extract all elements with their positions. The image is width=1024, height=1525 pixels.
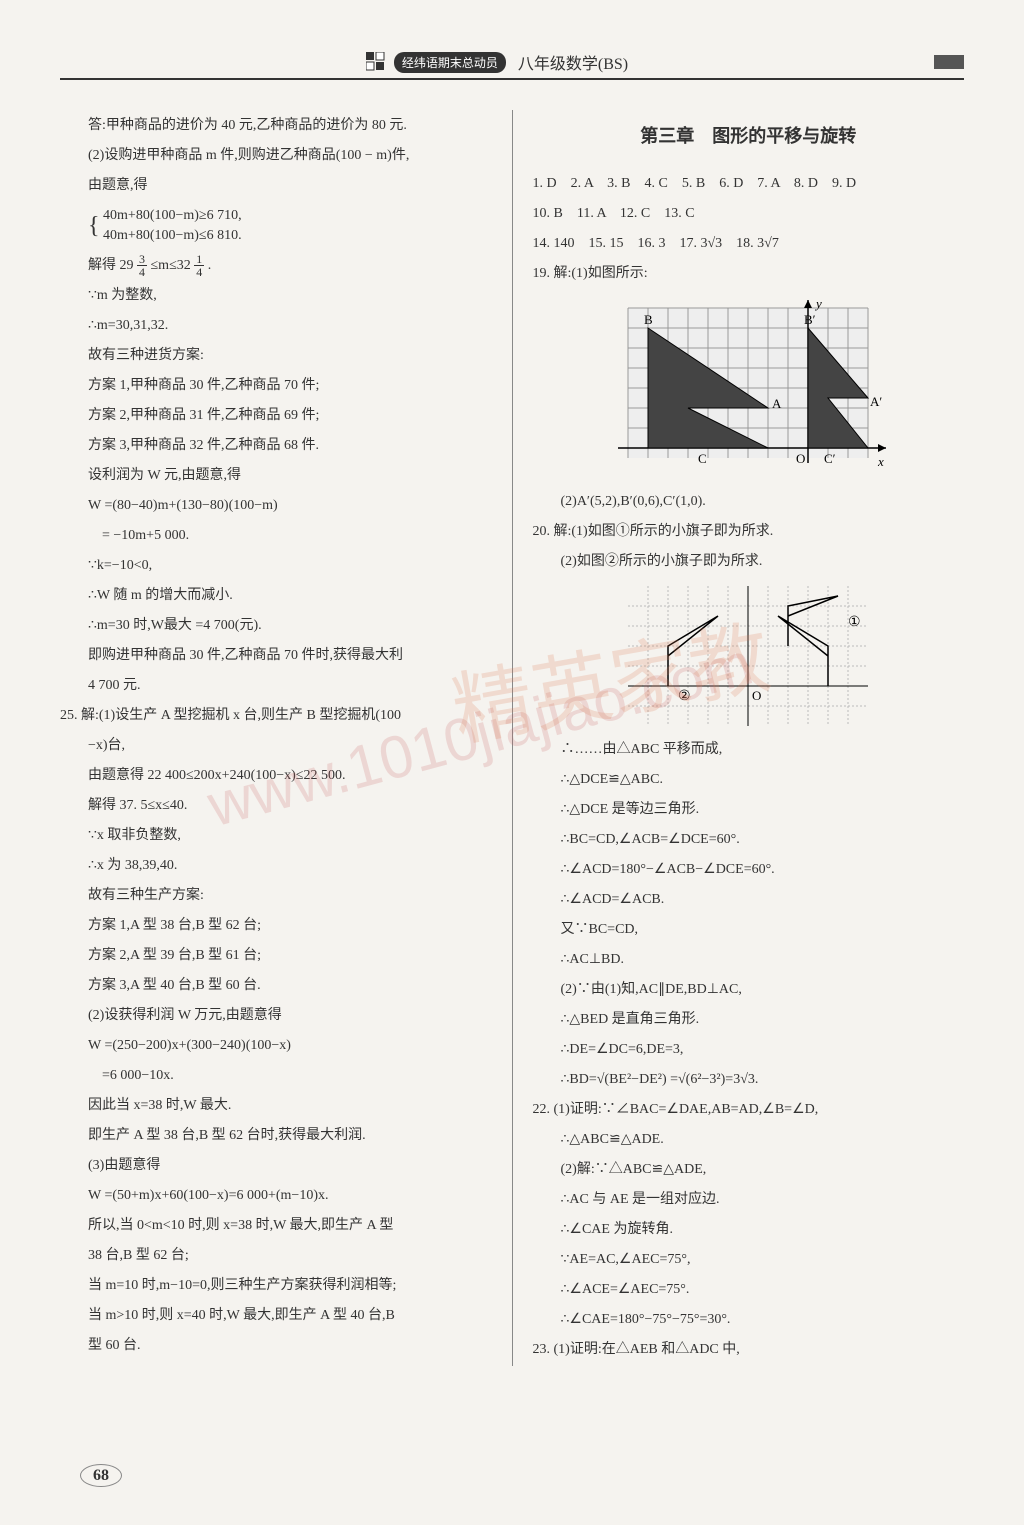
svg-text:②: ②: [678, 689, 691, 704]
text-line: (2)∵由(1)知,AC∥DE,BD⊥AC,: [533, 976, 965, 1004]
text-line: ∵AE=AC,∠AEC=75°,: [533, 1246, 965, 1274]
text-line: (2)设获得利润 W 万元,由题意得: [60, 1002, 492, 1030]
svg-text:B: B: [644, 312, 653, 327]
svg-text:C: C: [698, 451, 707, 466]
text-line: 方案 2,A 型 39 台,B 型 61 台;: [60, 942, 492, 970]
text-line: ∴W 随 m 的增大而减小.: [60, 582, 492, 610]
text-line: 当 m>10 时,则 x=40 时,W 最大,即生产 A 型 40 台,B: [60, 1302, 492, 1330]
text-line: 19. 解:(1)如图所示:: [533, 260, 965, 288]
text-line: ∴△BED 是直角三角形.: [533, 1006, 965, 1034]
text-line: 20. 解:(1)如图①所示的小旗子即为所求.: [533, 518, 965, 546]
svg-text:x: x: [877, 454, 884, 469]
text-line: 因此当 x=38 时,W 最大.: [60, 1092, 492, 1120]
text-line: 又∵BC=CD,: [533, 916, 965, 944]
svg-text:①: ①: [848, 615, 861, 630]
text-line: ∴m=30,31,32.: [60, 312, 492, 340]
page-number: 68: [80, 1467, 122, 1485]
text-line: 方案 2,甲种商品 31 件,乙种商品 69 件;: [60, 402, 492, 430]
text-line: ∴m=30 时,W最大 =4 700(元).: [60, 612, 492, 640]
text-line: ∵m 为整数,: [60, 282, 492, 310]
text-line: ∴∠ACD=180°−∠ACB−∠DCE=60°.: [533, 856, 965, 884]
text-line: ∵x 取非负整数,: [60, 822, 492, 850]
text-line: 方案 3,A 型 40 台,B 型 60 台.: [60, 972, 492, 1000]
svg-text:A′: A′: [870, 394, 882, 409]
text-line: W =(80−40)m+(130−80)(100−m): [60, 492, 492, 520]
text-line: W =(50+m)x+60(100−x)=6 000+(m−10)x.: [60, 1182, 492, 1210]
text-line: 23. (1)证明:在△AEB 和△ADC 中,: [533, 1336, 965, 1364]
text-line: 4 700 元.: [60, 672, 492, 700]
text-line: 所以,当 0<m<10 时,则 x=38 时,W 最大,即生产 A 型: [60, 1212, 492, 1240]
text-line: 设利润为 W 元,由题意,得: [60, 462, 492, 490]
text-line: ∴BD=√(BE²−DE²) =√(6²−3²)=3√3.: [533, 1066, 965, 1094]
figure-20: O ① ②: [533, 586, 965, 726]
header-right-block: [934, 55, 964, 69]
text-line: ∴……由△ABC 平移而成,: [533, 736, 965, 764]
text-line: 由题意,得: [60, 172, 492, 200]
text-line: −x)台,: [60, 732, 492, 760]
page-header: 经纬语期末总动员 八年级数学(BS): [60, 50, 964, 80]
text-line: 解得 29 34 ≤m≤32 14 .: [60, 252, 492, 280]
text-line: (3)由题意得: [60, 1152, 492, 1180]
text-line: ∴AC 与 AE 是一组对应边.: [533, 1186, 965, 1214]
left-column: 答:甲种商品的进价为 40 元,乙种商品的进价为 80 元. (2)设购进甲种商…: [60, 110, 492, 1366]
series-badge: 经纬语期末总动员: [394, 52, 506, 73]
text-line: ∴BC=CD,∠ACB=∠DCE=60°.: [533, 826, 965, 854]
text-line: = −10m+5 000.: [60, 522, 492, 550]
answers-line: 1. D 2. A 3. B 4. C 5. B 6. D 7. A 8. D …: [533, 170, 965, 198]
header-deco-icon: [366, 52, 386, 72]
text-line: ∴∠ACD=∠ACB.: [533, 886, 965, 914]
text-line: ∴∠CAE=180°−75°−75°=30°.: [533, 1306, 965, 1334]
text-line: 即购进甲种商品 30 件,乙种商品 70 件时,获得最大利: [60, 642, 492, 670]
text-line: 当 m=10 时,m−10=0,则三种生产方案获得利润相等;: [60, 1272, 492, 1300]
text-line: ∵k=−10<0,: [60, 552, 492, 580]
svg-text:A: A: [772, 396, 782, 411]
text-line: 38 台,B 型 62 台;: [60, 1242, 492, 1270]
text-line: ∴AC⊥BD.: [533, 946, 965, 974]
subject-label: 八年级数学(BS): [518, 50, 628, 74]
svg-text:O: O: [752, 688, 761, 703]
text-line: 方案 1,甲种商品 30 件,乙种商品 70 件;: [60, 372, 492, 400]
text-line: 故有三种生产方案:: [60, 882, 492, 910]
svg-text:y: y: [814, 298, 822, 311]
text-line: (2)解:∵△ABC≌△ADE,: [533, 1156, 965, 1184]
text-line: 答:甲种商品的进价为 40 元,乙种商品的进价为 80 元.: [60, 112, 492, 140]
text-line: (2)如图②所示的小旗子即为所求.: [533, 548, 965, 576]
text-line: 即生产 A 型 38 台,B 型 62 台时,获得最大利润.: [60, 1122, 492, 1150]
figure-19: B B′ A A′ C O C′ x y: [533, 298, 965, 478]
text-line: ∴∠CAE 为旋转角.: [533, 1216, 965, 1244]
right-column: 第三章 图形的平移与旋转 1. D 2. A 3. B 4. C 5. B 6.…: [512, 110, 965, 1366]
text-line: 方案 3,甲种商品 32 件,乙种商品 68 件.: [60, 432, 492, 460]
text-line: 25. 解:(1)设生产 A 型挖掘机 x 台,则生产 B 型挖掘机(100: [60, 702, 492, 730]
text-line: (2)设购进甲种商品 m 件,则购进乙种商品(100 − m)件,: [60, 142, 492, 170]
eq-line: 40m+80(100−m)≥6 710,: [103, 208, 242, 223]
eq-line: 40m+80(100−m)≤6 810.: [103, 228, 242, 243]
text-line: W =(250−200)x+(300−240)(100−x): [60, 1032, 492, 1060]
text-line: 故有三种进货方案:: [60, 342, 492, 370]
answers-line: 10. B 11. A 12. C 13. C: [533, 200, 965, 228]
text-line: 由题意得 22 400≤200x+240(100−x)≤22 500.: [60, 762, 492, 790]
text-line: ∴△DCE≌△ABC.: [533, 766, 965, 794]
answers-line: 14. 140 15. 15 16. 3 17. 3√3 18. 3√7: [533, 230, 965, 258]
svg-text:B′: B′: [804, 312, 816, 327]
text-line: ∴DE=∠DC=6,DE=3,: [533, 1036, 965, 1064]
svg-text:O: O: [796, 451, 805, 466]
text-line: =6 000−10x.: [60, 1062, 492, 1090]
svg-text:C′: C′: [824, 451, 836, 466]
chapter-title: 第三章 图形的平移与旋转: [533, 118, 965, 154]
text-line: 解得 37. 5≤x≤40.: [60, 792, 492, 820]
equation-system: { 40m+80(100−m)≥6 710, 40m+80(100−m)≤6 8…: [60, 202, 492, 250]
text-line: 方案 1,A 型 38 台,B 型 62 台;: [60, 912, 492, 940]
text-line: ∴△ABC≌△ADE.: [533, 1126, 965, 1154]
text-line: ∴∠ACE=∠AEC=75°.: [533, 1276, 965, 1304]
text-line: 型 60 台.: [60, 1332, 492, 1360]
text-line: ∴△DCE 是等边三角形.: [533, 796, 965, 824]
text-line: (2)A′(5,2),B′(0,6),C′(1,0).: [533, 488, 965, 516]
text-line: 22. (1)证明:∵∠BAC=∠DAE,AB=AD,∠B=∠D,: [533, 1096, 965, 1124]
text-line: ∴x 为 38,39,40.: [60, 852, 492, 880]
